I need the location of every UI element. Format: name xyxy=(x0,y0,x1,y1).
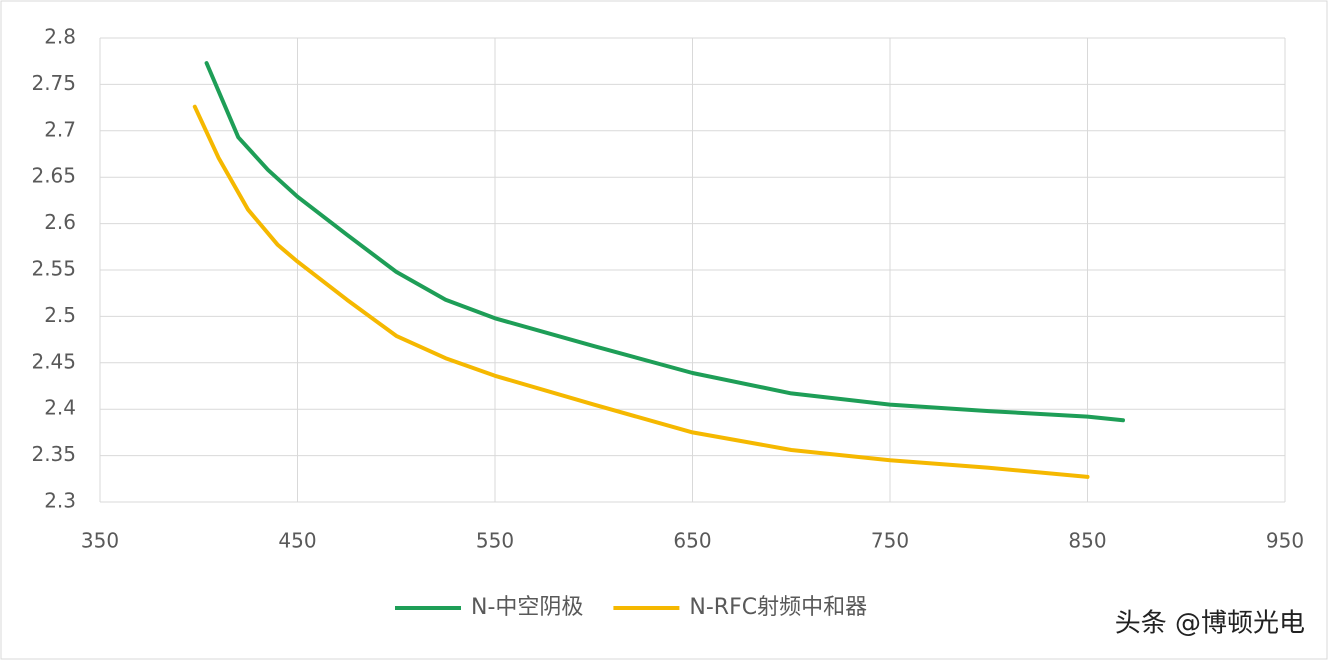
y-tick-label: 2.35 xyxy=(31,442,76,466)
x-tick-label: 550 xyxy=(476,529,514,553)
y-tick-label: 2.7 xyxy=(44,117,76,141)
y-tick-label: 2.55 xyxy=(31,257,76,281)
y-tick-label: 2.6 xyxy=(44,210,76,234)
x-tick-label: 350 xyxy=(81,529,119,553)
y-tick-label: 2.75 xyxy=(31,71,76,95)
series-line xyxy=(192,104,1090,479)
y-tick-label: 2.5 xyxy=(44,303,76,327)
y-tick-label: 2.3 xyxy=(44,489,76,513)
legend-label: N-中空阴极 xyxy=(471,595,583,620)
x-tick-label: 650 xyxy=(673,529,711,553)
y-tick-label: 2.45 xyxy=(31,349,76,373)
series-line xyxy=(204,61,1125,423)
y-tick-label: 2.4 xyxy=(44,396,76,420)
y-tick-label: 2.8 xyxy=(44,25,76,49)
y-tick-label: 2.65 xyxy=(31,164,76,188)
watermark: 头条 @博顿光电 xyxy=(1115,609,1305,639)
x-tick-label: 450 xyxy=(278,529,316,553)
x-tick-label: 950 xyxy=(1266,529,1304,553)
x-tick-label: 850 xyxy=(1068,529,1106,553)
x-tick-label: 750 xyxy=(871,529,909,553)
legend-label: N-RFC射频中和器 xyxy=(689,595,867,620)
